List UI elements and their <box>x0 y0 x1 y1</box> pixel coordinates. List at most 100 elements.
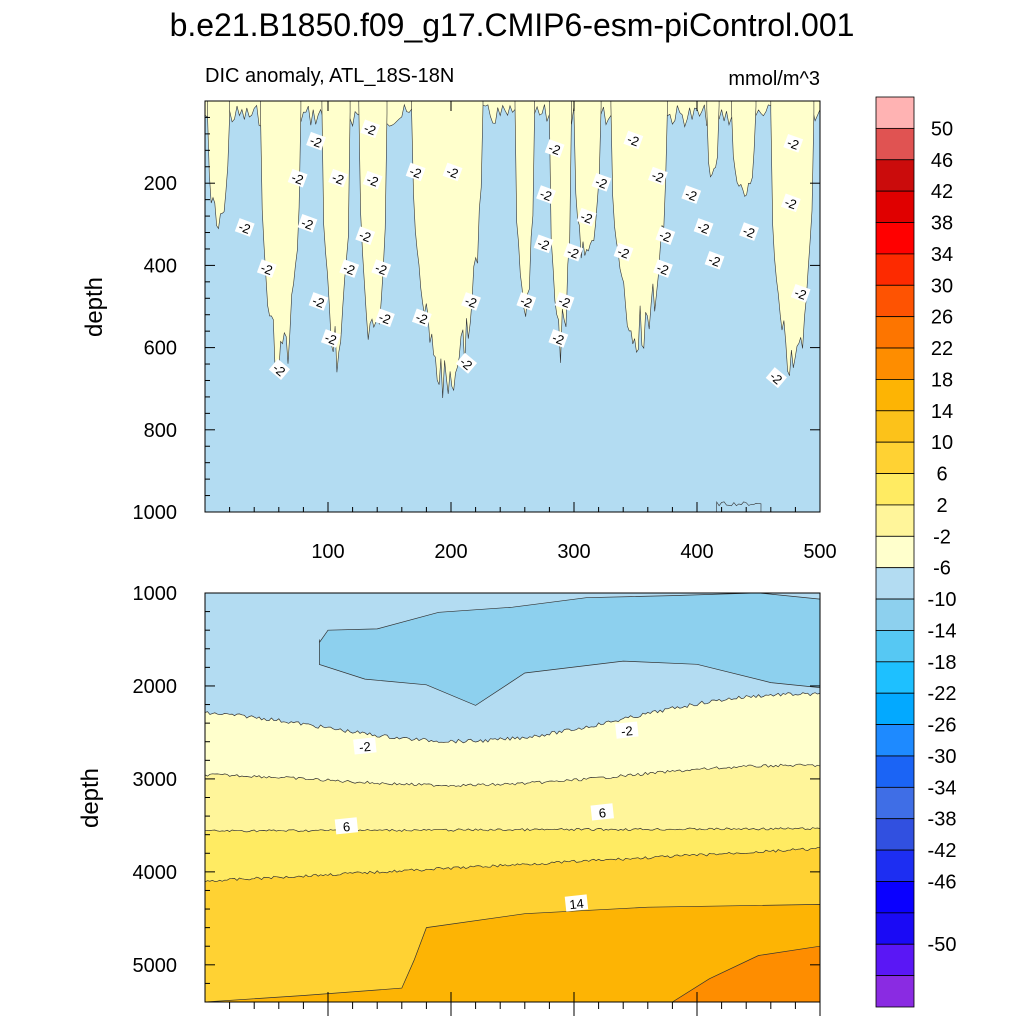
panel2-plot: 1000 2000 3000 4000 5000 -2 -2 6 6 14 <box>133 583 821 1016</box>
panel1-contour-label-text: -2 <box>518 293 534 311</box>
panel1-contour-label: -2 <box>306 131 326 151</box>
panel1-contour-label-text: -2 <box>341 260 357 278</box>
panel2-contour-label-bg <box>590 803 614 821</box>
panel1-contour-label-bg <box>536 185 556 204</box>
colorbar-label: -34 <box>928 777 957 799</box>
panel1-contour-label-text: -2 <box>308 133 324 151</box>
panel1-ytick-label: 1000 <box>133 502 178 524</box>
panel1-contour-label-bg <box>234 218 255 237</box>
colorbar-label: 38 <box>931 213 953 235</box>
panel2-contour-label-text: -2 <box>620 723 633 739</box>
panel1-patch-2 <box>321 101 351 373</box>
panel1-contour-label-bg <box>554 292 575 311</box>
panel1-contour-label-bg <box>268 358 291 380</box>
panel1-contour-label-bg <box>783 133 804 153</box>
colorbar-label: -10 <box>928 589 957 611</box>
panel1-contour-label: -2 <box>563 242 584 262</box>
panel1-contour-label: -2 <box>613 242 634 262</box>
panel1-contour-label-text: -2 <box>556 293 572 311</box>
panel1-contour-label-bg <box>613 242 634 262</box>
panel1-contour-label: -2 <box>287 168 308 188</box>
panel1-contour-label-text: -2 <box>373 260 389 278</box>
panel1-contour-label-bg <box>623 130 644 150</box>
panel1-ylabel: depth <box>81 277 108 337</box>
panel1-contour-label-bg <box>533 234 554 254</box>
panel1-contour-label: -2 <box>328 168 349 188</box>
panel1-contour-label: -2 <box>461 292 481 311</box>
panel1-contour-label-bg <box>256 259 277 278</box>
colorbar-label: -46 <box>928 872 957 894</box>
colorbar-label: 26 <box>931 307 953 329</box>
panel2-ytick-label: 1000 <box>133 583 178 605</box>
panel1-contour-label: -2 <box>591 172 612 192</box>
panel1-ytick-label: 400 <box>144 255 177 277</box>
panel1-contour-label-text: -2 <box>615 244 631 262</box>
panel1-contour-label-bg <box>339 259 360 278</box>
colorbar-swatch <box>875 222 915 255</box>
colorbar-swatch <box>875 253 915 286</box>
panel1-ytick-label: 600 <box>144 338 177 360</box>
colorbar-label: 18 <box>931 369 953 391</box>
colorbar-swatch <box>875 159 915 192</box>
panel1-contour-label-text: -2 <box>414 309 430 327</box>
panel1-patch-5 <box>514 101 535 317</box>
panel1-xtick-label: 200 <box>434 541 467 563</box>
panel1-contour-label-bg <box>297 214 318 233</box>
colorbar-swatch <box>875 598 915 631</box>
panel1-contour-label-text: -2 <box>593 174 609 192</box>
panel1-contour-label-bg <box>648 166 668 186</box>
panel1-patch-9 <box>706 101 720 178</box>
panel1-contour-label-text: -2 <box>323 330 339 348</box>
colorbar: 50 46 42 38 34 30 26 22 18 14 10 6 2 -2 -6 -10 -14 -18 -22… <box>875 96 957 1008</box>
colorbar-swatch <box>875 943 915 977</box>
panel1-contour-label-bg <box>375 308 395 328</box>
panel1-patch-4 <box>411 101 484 399</box>
panel1-contour-label-bg <box>739 222 759 241</box>
panel1-contour-label-bg <box>655 226 676 245</box>
panel1-contour-label: -2 <box>653 259 673 278</box>
colorbar-swatch <box>875 379 915 412</box>
colorbar-label: 14 <box>931 401 953 423</box>
panel1-contour-label: -2 <box>442 162 463 182</box>
panel1-units: mmol/m^3 <box>728 68 820 90</box>
panel2-contour-label-text: 6 <box>342 819 351 835</box>
colorbar-swatch <box>875 661 915 694</box>
panel1-contour-label: -2 <box>320 329 341 348</box>
colorbar-swatch <box>875 473 915 506</box>
panel2-contour-label: -2 <box>615 721 639 739</box>
panel1-patch-0 <box>207 101 230 230</box>
panel1-contour-label-text: -2 <box>237 219 253 237</box>
panel1-contour-label-bg <box>790 283 811 303</box>
colorbar-label: 30 <box>931 275 953 297</box>
panel1-contour-label-bg <box>360 119 381 139</box>
colorbar-label: 10 <box>931 432 953 454</box>
panel1-contour-label-text: -2 <box>289 170 305 188</box>
colorbar-swatch <box>875 881 915 914</box>
colorbar-swatch <box>875 786 915 820</box>
panel1-contour-label: -2 <box>516 292 537 311</box>
colorbar-label: -38 <box>928 809 957 831</box>
colorbar-label: -18 <box>928 652 957 674</box>
panel1-contour-label-bg <box>704 251 725 270</box>
panel1-contour-label: -2 <box>536 185 556 204</box>
colorbar-swatch <box>875 818 915 851</box>
panel1-frame <box>204 100 821 513</box>
panel2-ytick-label: 5000 <box>133 955 178 977</box>
panel1-contour-label: -2 <box>765 367 787 389</box>
panel1-contour-label-text: -2 <box>783 194 799 212</box>
colorbar-label: -50 <box>928 934 957 956</box>
panel1-contour-label-bg <box>693 218 714 237</box>
panel1-contour-label: -2 <box>455 352 478 374</box>
colorbar-swatch <box>875 849 915 882</box>
panel1-ytick-label: 200 <box>144 173 177 195</box>
panel1-contour-label-bg <box>371 259 392 278</box>
panel2-contour-label-text: -2 <box>358 739 371 755</box>
panel2-contour-label-text: 14 <box>569 896 585 912</box>
panel1-contour-label: -2 <box>256 259 277 278</box>
panel1-contour-label-text: -2 <box>683 186 699 204</box>
panel2-band-neg10 <box>319 593 820 706</box>
panel1-contour-label: -2 <box>739 222 759 241</box>
colorbar-label: 6 <box>936 464 947 486</box>
panel1-xtick-label: 100 <box>311 541 344 563</box>
panel1-contour-label-bg <box>442 162 463 182</box>
